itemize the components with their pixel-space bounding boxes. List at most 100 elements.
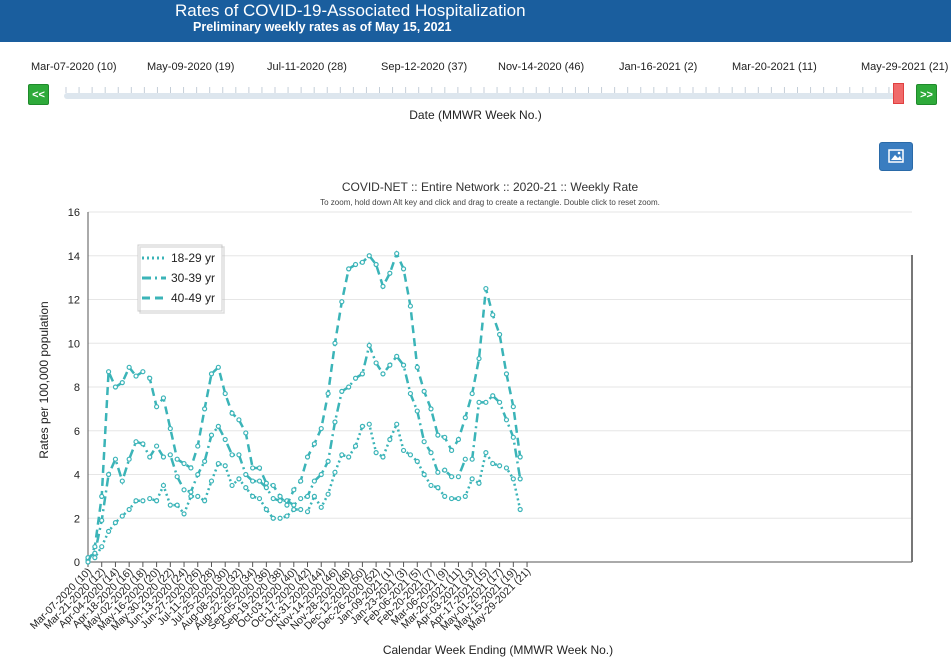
- data-point[interactable]: [99, 493, 105, 499]
- data-point[interactable]: [133, 439, 139, 445]
- data-point[interactable]: [270, 515, 276, 521]
- legend-entry[interactable]: 18-29 yr: [171, 251, 215, 265]
- data-point[interactable]: [483, 450, 489, 456]
- data-point[interactable]: [167, 425, 173, 432]
- data-point[interactable]: [263, 480, 269, 486]
- data-point[interactable]: [469, 456, 475, 462]
- data-point[interactable]: [160, 395, 167, 401]
- data-point[interactable]: [229, 410, 235, 416]
- data-point[interactable]: [154, 404, 160, 410]
- data-point[interactable]: [277, 493, 283, 499]
- download-image-button[interactable]: [879, 142, 913, 171]
- data-point[interactable]: [99, 544, 105, 550]
- data-point[interactable]: [325, 491, 331, 497]
- data-point[interactable]: [325, 458, 331, 464]
- data-point[interactable]: [304, 509, 311, 515]
- data-point[interactable]: [160, 482, 167, 489]
- data-point[interactable]: [517, 454, 523, 460]
- data-point[interactable]: [394, 421, 400, 427]
- data-point[interactable]: [455, 495, 462, 502]
- data-point[interactable]: [435, 469, 441, 475]
- data-point[interactable]: [359, 423, 365, 429]
- data-point[interactable]: [174, 456, 180, 462]
- data-point[interactable]: [236, 417, 242, 423]
- data-point[interactable]: [428, 406, 434, 412]
- data-point[interactable]: [407, 303, 414, 309]
- data-point[interactable]: [256, 465, 263, 471]
- data-point[interactable]: [311, 493, 317, 499]
- data-point[interactable]: [517, 506, 523, 513]
- data-point[interactable]: [222, 436, 228, 443]
- data-point[interactable]: [339, 452, 345, 458]
- data-point[interactable]: [304, 493, 311, 499]
- data-point[interactable]: [421, 388, 427, 394]
- data-point[interactable]: [119, 380, 125, 386]
- data-point[interactable]: [332, 419, 338, 425]
- data-point[interactable]: [119, 513, 125, 519]
- data-point[interactable]: [380, 454, 386, 460]
- data-point[interactable]: [291, 506, 297, 513]
- data-point[interactable]: [387, 270, 393, 276]
- data-point[interactable]: [112, 520, 119, 526]
- data-point[interactable]: [380, 371, 386, 377]
- data-point[interactable]: [291, 502, 297, 508]
- data-point[interactable]: [140, 498, 146, 504]
- data-point[interactable]: [147, 454, 153, 460]
- data-point[interactable]: [140, 369, 146, 375]
- data-point[interactable]: [366, 253, 372, 259]
- data-point[interactable]: [133, 498, 139, 504]
- data-point[interactable]: [147, 495, 153, 502]
- data-point[interactable]: [311, 478, 317, 484]
- data-point[interactable]: [503, 417, 510, 423]
- data-point[interactable]: [407, 452, 414, 458]
- data-point[interactable]: [202, 458, 208, 464]
- data-point[interactable]: [435, 485, 441, 491]
- slider-track[interactable]: [64, 93, 904, 99]
- data-point[interactable]: [208, 478, 215, 484]
- data-point[interactable]: [510, 476, 516, 482]
- data-point[interactable]: [394, 250, 400, 257]
- data-point[interactable]: [497, 399, 503, 405]
- data-point[interactable]: [202, 498, 208, 504]
- data-point[interactable]: [462, 493, 468, 499]
- data-point[interactable]: [325, 390, 331, 397]
- data-point[interactable]: [359, 371, 365, 377]
- data-point[interactable]: [469, 476, 475, 482]
- data-point[interactable]: [263, 506, 269, 513]
- data-point[interactable]: [400, 362, 407, 368]
- data-point[interactable]: [188, 489, 194, 495]
- data-point[interactable]: [126, 364, 132, 370]
- data-point[interactable]: [147, 375, 153, 381]
- data-point[interactable]: [181, 460, 187, 467]
- data-point[interactable]: [414, 408, 420, 414]
- data-point[interactable]: [304, 454, 311, 460]
- slider-next-button[interactable]: >>: [916, 84, 937, 105]
- data-point[interactable]: [448, 474, 455, 480]
- data-point[interactable]: [222, 390, 228, 397]
- legend-entry[interactable]: 40-49 yr: [171, 291, 215, 305]
- data-point[interactable]: [483, 285, 489, 292]
- data-point[interactable]: [318, 504, 324, 510]
- data-point[interactable]: [469, 390, 475, 397]
- data-point[interactable]: [414, 364, 420, 370]
- data-point[interactable]: [167, 502, 173, 508]
- data-point[interactable]: [428, 482, 434, 489]
- data-point[interactable]: [154, 443, 160, 449]
- data-point[interactable]: [256, 478, 263, 484]
- data-point[interactable]: [112, 384, 119, 390]
- data-point[interactable]: [250, 493, 256, 499]
- data-point[interactable]: [243, 485, 249, 491]
- data-point[interactable]: [298, 506, 304, 513]
- data-point[interactable]: [462, 456, 468, 462]
- data-point[interactable]: [250, 465, 256, 471]
- data-point[interactable]: [181, 511, 187, 517]
- data-point[interactable]: [373, 261, 379, 268]
- data-point[interactable]: [318, 471, 324, 478]
- data-point[interactable]: [400, 266, 407, 272]
- data-point[interactable]: [490, 312, 496, 318]
- data-point[interactable]: [92, 555, 98, 561]
- data-point[interactable]: [455, 474, 462, 480]
- data-point[interactable]: [215, 460, 221, 467]
- data-point[interactable]: [503, 371, 510, 377]
- data-point[interactable]: [346, 266, 352, 272]
